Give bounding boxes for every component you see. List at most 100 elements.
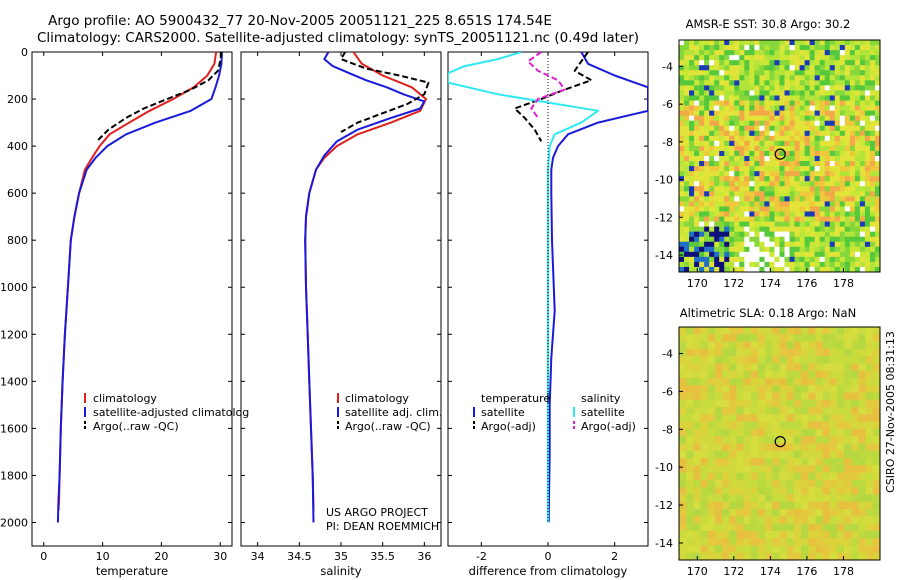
heatmap-cell <box>784 85 790 91</box>
heatmap-cell <box>679 436 687 444</box>
heatmap-cell <box>804 40 811 46</box>
heatmap-cell <box>714 50 720 56</box>
heatmap-cell <box>719 181 725 187</box>
heatmap-cell <box>786 458 795 466</box>
heatmap-cell <box>744 140 750 147</box>
heatmap-cell <box>754 145 760 152</box>
heatmap-cell <box>824 150 831 157</box>
x-tick-label: 2 <box>611 550 618 563</box>
heatmap-cell <box>754 80 760 86</box>
heatmap-cell <box>679 211 685 217</box>
heatmap-cell <box>699 90 705 96</box>
heatmap-cell <box>809 130 816 137</box>
heatmap-cell <box>819 216 826 222</box>
sla-map: 170 172 174 176 178-4-6-8-10-12-14 <box>655 326 881 578</box>
heatmap-cell <box>719 266 725 273</box>
heatmap-cell <box>769 75 775 81</box>
heatmap-cell <box>774 236 780 243</box>
heatmap-cell <box>774 261 780 268</box>
heatmap-cell <box>844 334 852 342</box>
heatmap-cell <box>786 377 795 386</box>
heatmap-cell <box>734 115 740 122</box>
heatmap-cell <box>839 206 846 212</box>
heatmap-cell <box>714 130 720 137</box>
heatmap-cell <box>686 479 694 488</box>
heatmap-cell <box>844 55 851 61</box>
heatmap-cell <box>684 196 690 202</box>
heatmap-cell <box>686 458 694 466</box>
heatmap-cell <box>809 100 816 106</box>
heatmap-cell <box>829 392 838 401</box>
series-salinity-argo-adj- <box>527 52 566 119</box>
heatmap-cell <box>709 55 715 61</box>
heatmap-cell <box>679 266 685 273</box>
heatmap-cell <box>729 341 737 350</box>
heatmap-cell <box>759 211 765 217</box>
heatmap-cell <box>744 196 750 202</box>
heatmap-cell <box>684 241 690 248</box>
heatmap-cell <box>769 256 775 263</box>
heatmap-cell <box>819 145 826 152</box>
heatmap-cell <box>824 196 831 202</box>
heatmap-cell <box>699 211 705 217</box>
heatmap-cell <box>765 341 773 350</box>
heatmap-cell <box>694 176 700 182</box>
heatmap-cell <box>759 130 765 137</box>
heatmap-cell <box>699 135 705 142</box>
heatmap-cell <box>707 472 716 481</box>
heatmap-cell <box>849 201 856 207</box>
heatmap-cell <box>794 150 801 157</box>
heatmap-cell <box>699 60 705 66</box>
heatmap-cell <box>844 516 852 524</box>
heatmap-cell <box>793 545 802 554</box>
heatmap-cell <box>757 399 766 408</box>
heatmap-cell <box>704 266 710 273</box>
heatmap-cell <box>744 75 750 81</box>
heatmap-cell <box>859 266 866 273</box>
heatmap-cell <box>774 221 780 228</box>
heatmap-cell <box>724 166 730 172</box>
heatmap-cell <box>754 201 760 207</box>
heatmap-cell <box>844 191 851 197</box>
heatmap-cell <box>736 509 745 517</box>
heatmap-cell <box>684 161 690 167</box>
heatmap-cell <box>794 176 801 182</box>
heatmap-cell <box>724 161 730 167</box>
heatmap-cell <box>794 161 801 167</box>
heatmap-cell <box>865 392 874 401</box>
heatmap-cell <box>851 363 859 372</box>
heatmap-cell <box>829 348 838 357</box>
heatmap-cell <box>729 211 735 217</box>
heatmap-cell <box>765 385 773 393</box>
heatmap-cell <box>839 266 846 273</box>
heatmap-cell <box>759 156 765 162</box>
heatmap-cell <box>858 552 867 561</box>
heatmap-cell <box>799 266 806 273</box>
heatmap-cell <box>679 256 685 263</box>
heatmap-cell <box>799 145 806 152</box>
heatmap-cell <box>736 399 745 408</box>
heatmap-cell <box>684 75 690 81</box>
heatmap-cell <box>714 236 720 243</box>
heatmap-cell <box>734 166 740 172</box>
heatmap-cell <box>793 450 802 459</box>
x-axis-label: temperature <box>96 564 168 578</box>
heatmap-cell <box>700 363 709 372</box>
heatmap-cell <box>769 85 775 91</box>
heatmap-cell <box>694 166 700 172</box>
heatmap-cell <box>799 55 806 61</box>
heatmap-cell <box>799 105 806 112</box>
heatmap-cell <box>844 327 852 335</box>
x-tick-label: -2 <box>476 550 487 563</box>
heatmap-cell <box>836 399 845 408</box>
y-tick-label: -10 <box>655 174 673 187</box>
heatmap-cell <box>734 261 740 268</box>
heatmap-cell <box>739 90 745 96</box>
heatmap-cell <box>834 166 841 172</box>
heatmap-cell <box>714 443 723 452</box>
heatmap-cell <box>814 196 821 202</box>
heatmap-cell <box>729 487 737 495</box>
heatmap-cell <box>849 115 856 122</box>
heatmap-cell <box>869 181 876 187</box>
heatmap-cell <box>754 50 760 56</box>
